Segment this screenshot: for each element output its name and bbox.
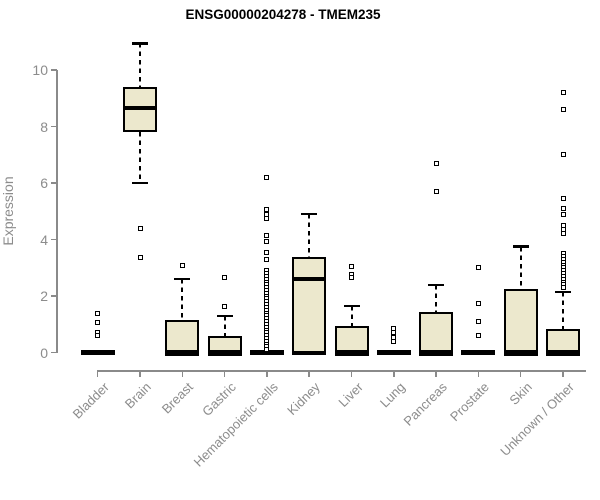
- box-bladder: [80, 349, 115, 356]
- outlier-bladder: [95, 310, 101, 316]
- median-pancreas: [419, 350, 454, 356]
- y-axis-tick: [50, 69, 57, 71]
- outlier-prostate: [475, 265, 481, 271]
- box-unknown-other: [546, 328, 580, 353]
- whisker-high-liver: [350, 306, 353, 326]
- box-bottom-kidney: [292, 350, 327, 355]
- outlier-unknown-other: [560, 211, 566, 217]
- outlier-hematopoietic-cells: [264, 232, 270, 238]
- x-axis-tick: [139, 371, 141, 377]
- x-axis-tick: [562, 371, 564, 377]
- y-tick-label-0: 0: [40, 344, 48, 361]
- whisker-low-cap-brain: [132, 181, 148, 185]
- outlier-prostate: [475, 333, 481, 339]
- box-hematopoietic-cells: [249, 349, 284, 356]
- outlier-liver: [349, 263, 354, 269]
- x-axis-tick: [393, 371, 395, 377]
- outlier-unknown-other: [560, 107, 566, 113]
- median-brain: [123, 106, 157, 111]
- y-tick-label-6: 6: [40, 175, 48, 192]
- outlier-unknown-other: [560, 196, 566, 202]
- x-axis-tick: [477, 371, 480, 377]
- y-axis-tick: [50, 182, 57, 184]
- x-axis-tick: [308, 371, 310, 377]
- whisker-high-cap-kidney: [301, 212, 318, 216]
- whisker-high-cap-breast: [174, 277, 191, 281]
- x-axis-tick: [181, 371, 184, 377]
- whisker-high-unknown-other: [562, 291, 564, 329]
- whisker-high-skin: [519, 246, 522, 290]
- median-unknown-other: [546, 350, 580, 356]
- outlier-brain: [137, 225, 143, 231]
- y-axis-tick: [50, 125, 57, 128]
- y-tick-label-2: 2: [40, 288, 48, 305]
- whisker-high-cap-pancreas: [428, 283, 445, 287]
- whisker-high-pancreas: [435, 284, 438, 312]
- x-axis-tick: [435, 371, 437, 377]
- x-axis-tick: [266, 371, 268, 377]
- outlier-pancreas: [433, 189, 439, 195]
- whisker-high-cap-liver: [343, 304, 360, 308]
- outlier-unknown-other: [560, 231, 566, 237]
- outlier-lung: [391, 338, 397, 344]
- whisker-high-cap-gastric: [216, 314, 233, 318]
- y-axis-tick: [50, 351, 57, 354]
- median-liver: [334, 350, 369, 356]
- y-tick-label-4: 4: [40, 231, 48, 248]
- y-axis-tick: [50, 238, 57, 241]
- box-skin: [503, 289, 538, 353]
- box-prostate: [461, 349, 496, 356]
- outlier-hematopoietic-cells: [264, 215, 270, 221]
- whisker-high-cap-skin: [512, 245, 529, 248]
- outlier-pancreas: [433, 160, 439, 166]
- y-axis-line: [56, 70, 58, 353]
- outlier-brain: [137, 255, 143, 261]
- median-skin: [503, 350, 538, 356]
- outlier-hematopoietic-cells: [264, 256, 270, 262]
- chart-title: ENSG00000204278 - TMEM235: [185, 7, 381, 22]
- box-liver: [334, 325, 369, 353]
- x-axis-tick: [519, 371, 522, 377]
- median-gastric: [207, 350, 242, 356]
- outlier-unknown-other: [560, 90, 566, 96]
- outlier-liver: [349, 275, 354, 281]
- outlier-hematopoietic-cells: [264, 238, 270, 244]
- outlier-hematopoietic-cells: [264, 347, 270, 353]
- whisker-low-brain: [139, 132, 141, 184]
- whisker-high-gastric: [223, 315, 226, 336]
- outlier-breast: [179, 262, 185, 268]
- outlier-gastric: [222, 275, 228, 281]
- outlier-hematopoietic-cells: [264, 249, 270, 255]
- median-kidney: [292, 277, 327, 282]
- box-pancreas: [419, 311, 454, 353]
- x-axis-tick: [223, 371, 226, 377]
- box-kidney: [292, 256, 327, 353]
- whisker-high-cap-brain: [132, 42, 148, 45]
- y-tick-label-10: 10: [32, 62, 48, 79]
- y-axis-tick: [50, 295, 57, 297]
- outlier-unknown-other: [560, 285, 566, 291]
- outlier-bladder: [95, 333, 101, 339]
- y-tick-label-8: 8: [40, 118, 48, 135]
- outlier-unknown-other: [560, 206, 566, 212]
- outlier-prostate: [475, 300, 481, 306]
- median-breast: [165, 350, 200, 356]
- box-breast: [165, 320, 200, 353]
- whisker-high-kidney: [308, 214, 311, 257]
- x-axis-tick: [350, 371, 353, 377]
- outlier-bladder: [95, 320, 101, 326]
- outlier-hematopoietic-cells: [264, 175, 270, 180]
- x-axis-line: [96, 370, 586, 372]
- outlier-prostate: [475, 319, 481, 325]
- whisker-high-cap-unknown-other: [555, 290, 571, 294]
- whisker-high-brain: [139, 43, 141, 88]
- box-lung: [376, 349, 411, 356]
- whisker-high-breast: [181, 279, 184, 321]
- outlier-gastric: [222, 303, 228, 309]
- outlier-unknown-other: [560, 152, 566, 158]
- x-axis-tick: [96, 371, 99, 377]
